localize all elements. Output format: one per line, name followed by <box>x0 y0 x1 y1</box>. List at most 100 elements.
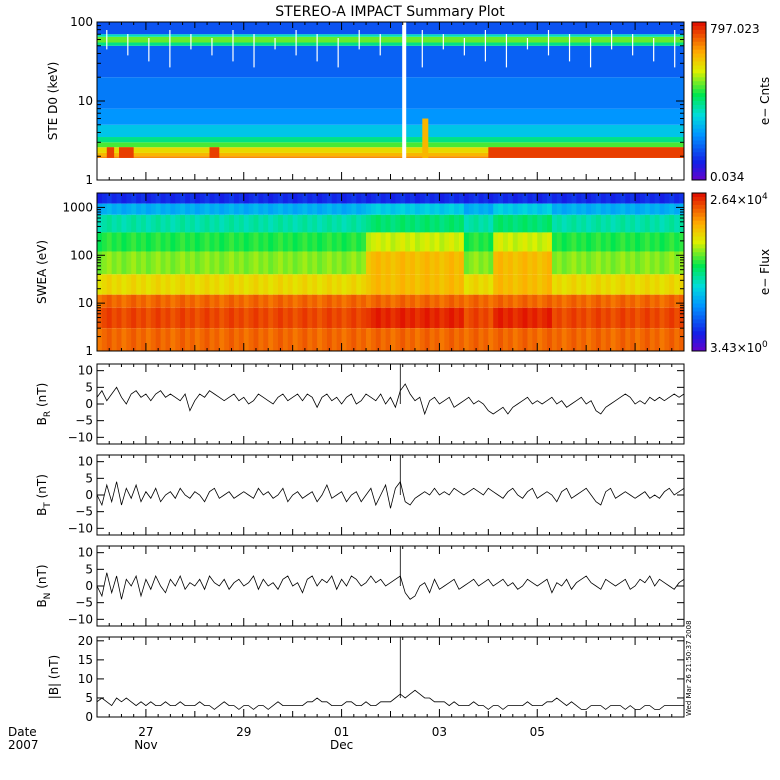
swea-cell <box>463 294 470 308</box>
swea-cell <box>180 251 186 275</box>
swea-cell <box>591 251 597 275</box>
swea-cell <box>551 203 558 215</box>
swea-cell <box>605 307 612 329</box>
swea-cell <box>380 294 387 308</box>
swea-cell <box>537 274 543 295</box>
swea-cell <box>366 328 372 351</box>
swea-cell <box>654 251 660 275</box>
swea-cell <box>199 232 206 252</box>
swea-cell <box>610 193 616 204</box>
swea-cell <box>605 274 612 295</box>
swea-cell <box>449 203 455 215</box>
swea-cell <box>199 214 206 233</box>
swea-cell <box>136 328 142 351</box>
swea-cell <box>175 214 181 233</box>
ytick-label: 0 <box>85 488 93 502</box>
swea-cell <box>522 214 528 233</box>
swea-cell <box>302 214 308 233</box>
swea-cell <box>380 214 387 233</box>
swea-cell <box>282 251 289 275</box>
swea-cell <box>400 294 406 308</box>
swea-cell <box>639 214 646 233</box>
swea-cell <box>370 294 377 308</box>
swea-cell <box>512 328 519 351</box>
colorbar-cell <box>692 140 706 145</box>
colorbar-cell <box>692 73 706 78</box>
swea-cell <box>150 328 157 351</box>
swea-cell <box>204 203 210 215</box>
swea-cell <box>341 274 347 295</box>
swea-cell <box>405 251 411 275</box>
swea-cell <box>532 203 538 215</box>
swea-cell <box>571 294 577 308</box>
ste-feature <box>422 118 429 158</box>
swea-cell <box>434 203 440 215</box>
swea-cell <box>434 328 440 351</box>
swea-cell <box>414 274 421 295</box>
swea-cell <box>180 328 186 351</box>
swea-cell <box>307 328 313 351</box>
ytick-label: 20 <box>78 634 93 648</box>
swea-cell <box>370 328 377 351</box>
swea-cell <box>635 214 641 233</box>
swea-cell <box>238 328 245 351</box>
swea-cell <box>263 307 269 329</box>
swea-cell <box>209 328 215 351</box>
swea-cell <box>600 232 607 252</box>
swea-cell <box>209 274 215 295</box>
swea-cell <box>610 251 616 275</box>
swea-cell <box>410 294 416 308</box>
swea-cell <box>370 307 377 329</box>
swea-cell <box>204 274 210 295</box>
swea-cell <box>551 328 558 351</box>
swea-cell <box>238 274 245 295</box>
swea-cell <box>106 232 113 252</box>
swea-cell <box>473 294 479 308</box>
swea-cell <box>268 274 274 295</box>
swea-cell <box>405 307 411 329</box>
swea-cell <box>292 203 298 215</box>
swea-cell <box>292 214 298 233</box>
swea-cell <box>674 251 680 275</box>
swea-cell <box>248 193 254 204</box>
swea-cell <box>400 328 406 351</box>
colorbar-cell <box>692 240 706 245</box>
swea-cell <box>307 251 313 275</box>
swea-cell <box>542 193 548 204</box>
swea-cell <box>97 193 103 204</box>
swea-cell <box>507 214 514 233</box>
swea-cell <box>219 203 225 215</box>
swea-cell <box>101 203 108 215</box>
swea-cell <box>204 214 210 233</box>
ste-band <box>97 156 684 158</box>
swea-cell <box>449 274 455 295</box>
swea-cell <box>586 307 592 329</box>
swea-cell <box>649 203 656 215</box>
swea-cell <box>600 307 607 329</box>
swea-cell <box>312 193 318 204</box>
swea-cell <box>258 251 264 275</box>
swea-cell <box>473 232 479 252</box>
swea-cell <box>410 193 416 204</box>
swea-cell <box>101 328 108 351</box>
colorbar-cell <box>692 49 706 55</box>
swea-cell <box>194 232 201 252</box>
swea-cell <box>581 294 587 308</box>
swea-cell <box>679 232 685 252</box>
swea-cell <box>101 251 108 275</box>
colorbar-cell <box>692 272 706 277</box>
swea-cell <box>512 294 519 308</box>
swea-cell <box>111 274 117 295</box>
swea-spectrogram-panel: 1 10 100 1000 SWEA (eV) <box>35 192 685 358</box>
swea-cell <box>400 203 406 215</box>
swea-cell <box>595 328 602 351</box>
swea-cell <box>282 203 289 215</box>
swea-cell <box>185 328 191 351</box>
swea-cell <box>600 251 607 275</box>
swea-cell <box>414 294 421 308</box>
colorbar-cell <box>692 331 706 336</box>
swea-cell <box>635 307 641 329</box>
ste-colorbar: 797.023 0.034 e− Cnts <box>691 21 772 184</box>
ytick-label: 1000 <box>62 200 93 214</box>
